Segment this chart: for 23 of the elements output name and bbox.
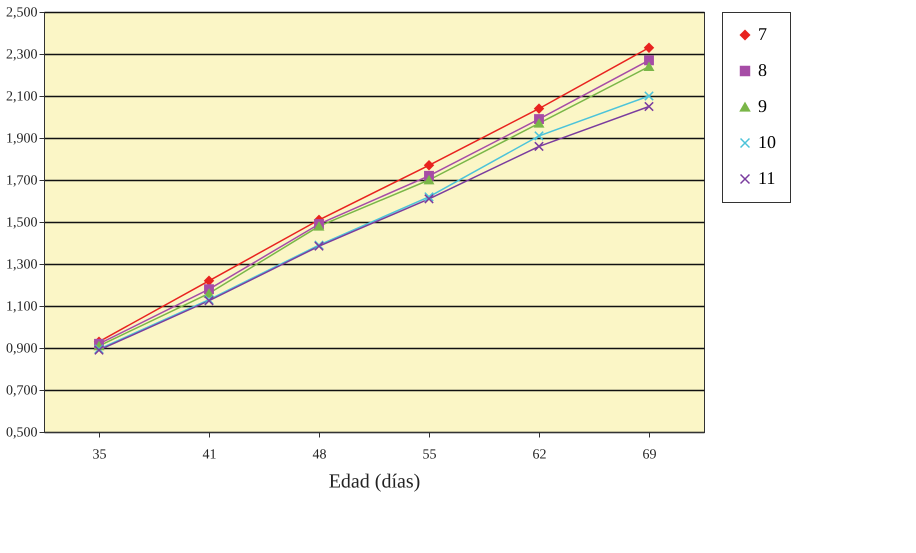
x-tick-label: 48 — [312, 448, 326, 462]
y-tick-label: 0,900 — [6, 342, 38, 356]
legend-label: 8 — [758, 60, 767, 80]
y-tick-label: 1,300 — [6, 258, 38, 272]
y-tick-label: 1,100 — [6, 300, 38, 314]
x-tick-label: 55 — [422, 448, 436, 462]
y-tick-label: 1,500 — [6, 216, 38, 230]
y-tick-label: 0,500 — [6, 426, 38, 440]
y-tick-label: 2,500 — [6, 6, 38, 20]
x-tick-label: 41 — [202, 448, 216, 462]
x-tick-label: 69 — [642, 448, 656, 462]
x-tick-label: 62 — [532, 448, 546, 462]
x-tick-label: 35 — [92, 448, 106, 462]
legend-label: 11 — [758, 168, 776, 188]
y-tick-label: 0,700 — [6, 384, 38, 398]
y-tick-label: 2,100 — [6, 90, 38, 104]
y-tick-label: 1,700 — [6, 174, 38, 188]
x-axis-title: Edad (días) — [328, 470, 420, 492]
legend-label: 7 — [758, 24, 767, 44]
legend-label: 9 — [758, 96, 767, 116]
y-tick-label: 1,900 — [6, 132, 38, 146]
legend-label: 10 — [758, 132, 776, 152]
y-tick-label: 2,300 — [6, 48, 38, 62]
